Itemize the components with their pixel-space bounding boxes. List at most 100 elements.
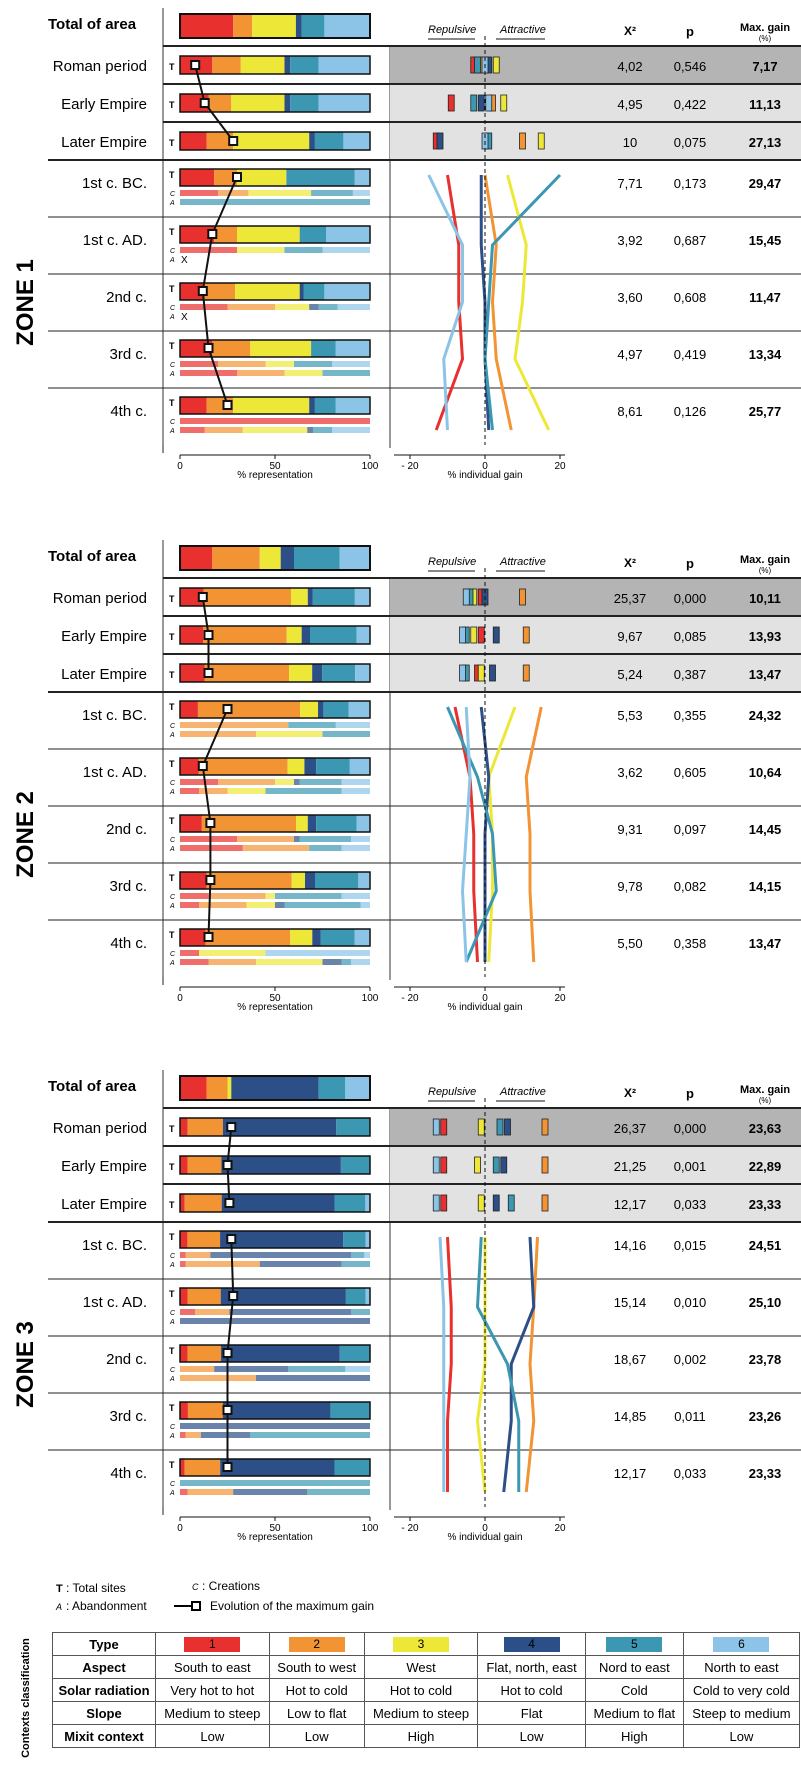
zone1-century-1-p: 0,173 <box>674 176 707 191</box>
zone3-maxgain-head: Max. gain <box>740 1084 790 1096</box>
type-swatch: 5 <box>606 1637 663 1652</box>
zone3-period-3-bar-seg-2 <box>184 1194 222 1212</box>
zone3-repulsive: Repulsive <box>428 1086 476 1098</box>
classification-cell: 4 <box>477 1632 586 1656</box>
zone2-century-3-bar-seg-3 <box>296 815 308 832</box>
zone3-period-1-p: 0,000 <box>674 1121 707 1136</box>
zone1-century-5-c: C <box>170 419 176 426</box>
zone2-total-label: Total of area <box>48 548 137 565</box>
zone1-period-3-chi2: 10 <box>623 135 637 150</box>
zone3-century-4-a: A <box>169 1433 175 1440</box>
zone2-p-head: p <box>686 556 694 571</box>
zone3-period-1-maxgain: 23,63 <box>749 1121 782 1136</box>
zone3-century-2-c: C <box>170 1310 176 1317</box>
zone1-century-4-creations-seg-5 <box>294 361 332 367</box>
zone3-period-1-gain-6 <box>432 1118 440 1136</box>
zone1-century-5-bar-seg-5 <box>314 397 336 414</box>
zone1-century-5-p: 0,126 <box>674 404 707 419</box>
zone3-century-1-abandon-seg-2 <box>185 1261 260 1267</box>
zone2-century-2-bar-seg-4 <box>304 758 317 775</box>
zone3-total-bar-outline <box>179 1075 371 1101</box>
zone2-period-3-bar-seg-5 <box>322 664 356 682</box>
zone3-century-1-bar-seg-1 <box>180 1231 188 1248</box>
zone1-century-2-label: 1st c. AD. <box>83 232 147 249</box>
zone2-period-2-gain-6 <box>459 626 466 644</box>
zone1-century-1-t: T <box>169 170 175 180</box>
zone2-century-4-t: T <box>169 873 175 883</box>
zone1-century-2-c: C <box>170 248 176 255</box>
zone3-x2-ticklabel-3: 20 <box>554 1523 566 1534</box>
zone2-century-5-abandon-seg-4 <box>322 959 342 965</box>
zone2-period-3-gain-6 <box>459 664 466 682</box>
zone2-century-4-creations-seg-5 <box>275 893 342 899</box>
zone3-century-2-bar-seg-6 <box>365 1288 370 1305</box>
zone1-title: ZONE 1 <box>12 259 39 346</box>
zone3-x1-label: % representation <box>237 1532 313 1543</box>
zone1-century-2-creations-seg-5 <box>284 247 323 253</box>
zone2-total-bar-seg-4 <box>280 546 294 570</box>
legend-line-text: Evolution of the maximum gain <box>210 1599 374 1613</box>
zone2-total-bar-seg-2 <box>212 546 260 570</box>
zone3-century-5-abandon-seg-2 <box>187 1489 234 1495</box>
zone1-century-4-creations-seg-6 <box>332 361 370 367</box>
zone2-x2-ticklabel-1: - 20 <box>401 993 419 1004</box>
zone2-period-3-bar-seg-4 <box>312 664 323 682</box>
zone1-total-bar-seg-5 <box>301 14 325 38</box>
zone3-total-bar-seg-5 <box>318 1076 346 1100</box>
zone3-period-3-gain-6 <box>432 1194 440 1212</box>
classification-cell: Hot to cold <box>477 1678 586 1702</box>
zone1-century-5-bar-seg-4 <box>309 397 315 414</box>
zone2-period-1-t: T <box>169 594 175 604</box>
zone2-century-2-bar-seg-1 <box>180 758 199 775</box>
zone2-century-4-c: C <box>170 894 176 901</box>
classification-row-label: Aspect <box>52 1655 156 1679</box>
zone2-period-3-bg <box>390 654 801 692</box>
zone1-century-2-a: A <box>169 257 175 264</box>
zone2-century-3-abandon-seg-5 <box>309 845 342 851</box>
zone1-century-3-bar-seg-2 <box>204 283 236 300</box>
zone2-century-5-abandon-seg-2 <box>208 959 256 965</box>
zone1-period-2-bar-seg-5 <box>290 94 319 112</box>
zone2-period-3-bar-seg-1 <box>180 664 205 682</box>
zone1-century-3-a-none: X <box>181 312 188 323</box>
zone1-century-2-maxgain: 15,45 <box>749 233 782 248</box>
zone1-period-1-bar-seg-6 <box>318 56 370 74</box>
classification-row-label: Type <box>52 1632 156 1656</box>
zone3-period-3-p: 0,033 <box>674 1197 707 1212</box>
zone2-period-1-bar-seg-2 <box>203 588 291 606</box>
zone1-century-5-chi2: 8,61 <box>617 404 642 419</box>
zone2-century-3-c: C <box>170 837 176 844</box>
zone1-century-3-bar-outline <box>179 282 371 301</box>
zone1-century-5-t: T <box>169 398 175 408</box>
zone1-period-3-maxgain: 27,13 <box>749 135 782 150</box>
zone2-gain-line-6 <box>460 706 472 963</box>
zone3-century-1-c: C <box>170 1253 176 1260</box>
zone3-period-1-bg <box>390 1108 801 1146</box>
zone1-century-1-creations-seg-6 <box>352 190 370 196</box>
classification-row-label: Slope <box>52 1701 156 1725</box>
legend-a-text: : Abandonment <box>66 1599 147 1613</box>
zone3-century-maxgain-marker-1 <box>226 1234 237 1244</box>
zone2-century-1-abandon-seg-5 <box>322 731 370 737</box>
zone1-period-1-bg <box>390 46 801 84</box>
zone2-century-4-abandon-seg-4 <box>275 902 285 908</box>
zone2-period-3-bar-seg-3 <box>289 664 313 682</box>
zone3-century-4-label: 3rd c. <box>109 1408 147 1425</box>
zone3-century-2-t: T <box>169 1289 175 1299</box>
zone2-x2-label: % individual gain <box>447 1002 522 1013</box>
legend-a-key: A <box>55 1602 62 1612</box>
classification-row: Slope Medium to steep Low to flat Medium to… <box>52 1701 801 1725</box>
zone2-century-1-abandon-seg-3 <box>256 731 323 737</box>
zone3-period-2-bar-seg-2 <box>187 1156 222 1174</box>
zone2-century-2-maxgain: 10,64 <box>749 765 782 780</box>
zone1-century-2-creations-seg-3 <box>237 247 285 253</box>
zone3-gain-line-4 <box>502 1236 536 1493</box>
zone1-period-1-maxgain: 7,17 <box>752 59 777 74</box>
classification-cell: Flat <box>477 1701 586 1725</box>
zone1-century-maxgain-marker-2 <box>207 229 218 239</box>
zone2-period-3-gain-3 <box>477 664 485 682</box>
zone2-period-2-gain-3 <box>470 626 478 644</box>
zone1-period-2-gain-1 <box>447 94 455 112</box>
classification-cell: Low <box>268 1724 365 1748</box>
zone2-century-3-a: A <box>169 846 175 853</box>
